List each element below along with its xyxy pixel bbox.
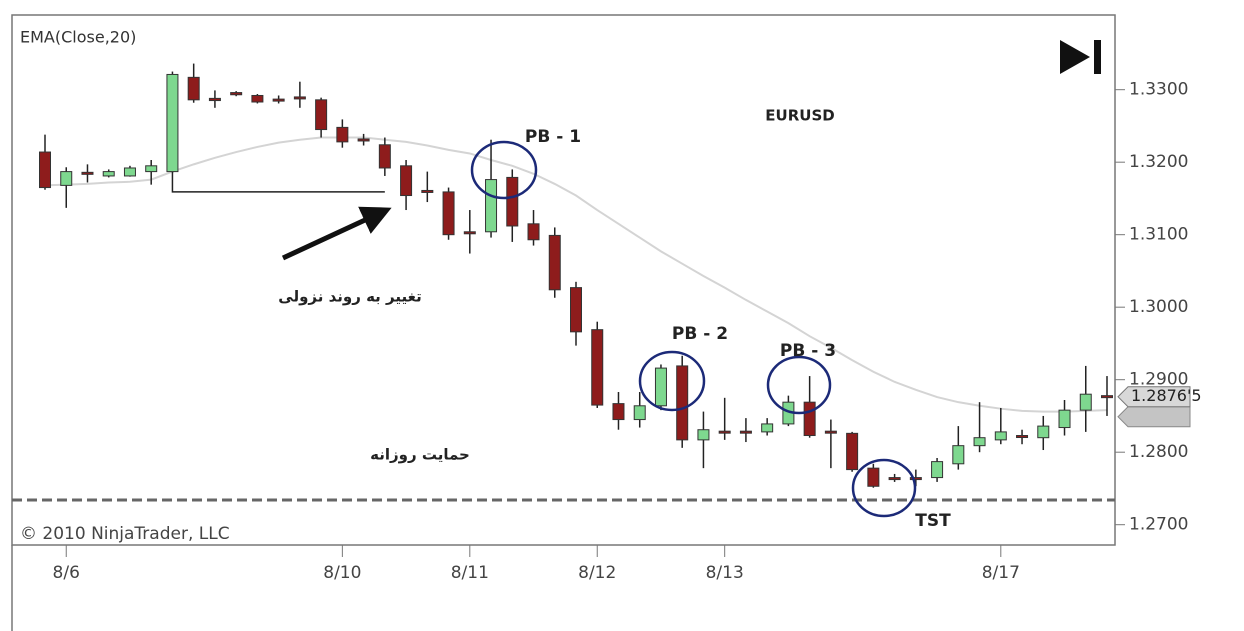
x-tick-label: 8/6 bbox=[53, 563, 80, 583]
candle-body bbox=[463, 231, 476, 235]
candle-body bbox=[824, 430, 837, 434]
circle bbox=[851, 458, 917, 518]
candle-body bbox=[187, 76, 200, 101]
candle-body bbox=[336, 126, 349, 143]
price-box bbox=[1117, 386, 1191, 408]
marks bbox=[12, 63, 1115, 502]
y-tick-label: 1.2700 bbox=[1129, 515, 1188, 535]
candle-body bbox=[421, 189, 434, 193]
candle-body bbox=[442, 191, 455, 236]
candle-body bbox=[315, 99, 328, 131]
candle-body bbox=[230, 92, 243, 96]
candle-body bbox=[145, 165, 158, 173]
candle-body bbox=[591, 329, 604, 406]
candle-body bbox=[272, 98, 285, 102]
candle-body bbox=[1101, 395, 1113, 399]
candle-body bbox=[654, 367, 667, 407]
annotation: PB - 2 bbox=[672, 324, 728, 344]
candle-body bbox=[251, 94, 264, 103]
x-tick-label: 8/10 bbox=[323, 563, 361, 583]
candle-body bbox=[81, 171, 94, 175]
candle-body bbox=[697, 429, 710, 441]
symbol: EURUSD bbox=[765, 107, 834, 125]
x-tick-label: 8/13 bbox=[706, 563, 744, 583]
circle bbox=[766, 355, 832, 415]
candle-body bbox=[570, 287, 582, 333]
y-tick-label: 1.3300 bbox=[1129, 80, 1188, 100]
circle bbox=[470, 140, 538, 200]
candle-body bbox=[39, 151, 51, 189]
y-tick-label: 1.3100 bbox=[1129, 225, 1188, 245]
candle-body bbox=[208, 97, 221, 102]
candle-body bbox=[357, 138, 370, 142]
candle-body bbox=[803, 401, 816, 437]
candle-body bbox=[761, 423, 774, 433]
annotation: PB - 3 bbox=[780, 341, 836, 361]
arrow bbox=[281, 206, 392, 261]
candle-body bbox=[973, 437, 986, 447]
annotation: PB - 1 bbox=[525, 127, 581, 147]
candle-body bbox=[1058, 409, 1071, 429]
candle-body bbox=[888, 477, 901, 481]
candle-body bbox=[739, 430, 752, 434]
y-tick-label: 1.2900 bbox=[1129, 370, 1188, 390]
candle-body bbox=[1079, 393, 1092, 411]
candle-body bbox=[485, 179, 498, 233]
candle-body bbox=[166, 73, 179, 173]
y-tick-label: 1.3000 bbox=[1129, 297, 1188, 317]
price-label: 1.2876'5 bbox=[1131, 386, 1202, 405]
annotation: تغییر به روند نزولی bbox=[278, 288, 421, 306]
candle-body bbox=[378, 144, 391, 169]
ema-line bbox=[44, 136, 1108, 413]
candle-body bbox=[867, 467, 880, 487]
y-tick-label: 1.3200 bbox=[1129, 152, 1188, 172]
candle-body bbox=[60, 171, 73, 186]
candle-body bbox=[527, 223, 540, 241]
candle-body bbox=[123, 167, 136, 177]
candle-body bbox=[548, 234, 561, 291]
candle-body bbox=[612, 403, 625, 421]
annotation: TST bbox=[915, 511, 951, 531]
candle-body bbox=[952, 445, 965, 465]
candle-body bbox=[846, 432, 859, 471]
candle-body bbox=[931, 461, 944, 479]
candle-body bbox=[400, 165, 413, 197]
y-tick-label: 1.2800 bbox=[1129, 442, 1188, 462]
candle-body bbox=[909, 477, 922, 481]
candle-body bbox=[506, 176, 519, 227]
x-tick-label: 8/12 bbox=[578, 563, 616, 583]
play-icon bbox=[1060, 40, 1101, 74]
candle-body bbox=[1016, 435, 1029, 439]
candle-body bbox=[1037, 425, 1050, 439]
candle-body bbox=[633, 405, 646, 421]
annotation: حمایت روزانه bbox=[370, 446, 470, 464]
candle-body bbox=[293, 96, 306, 100]
copyright: © 2010 NinjaTrader, LLC bbox=[20, 524, 230, 544]
candle-body bbox=[718, 430, 731, 434]
circle bbox=[638, 350, 706, 412]
candle-body bbox=[102, 171, 115, 177]
price-box bbox=[1117, 406, 1191, 428]
indicator-label: EMA(Close,20) bbox=[20, 28, 136, 47]
candle-body bbox=[994, 431, 1007, 441]
x-tick-label: 8/17 bbox=[982, 563, 1020, 583]
x-tick-label: 8/11 bbox=[451, 563, 489, 583]
candle-body bbox=[676, 365, 689, 441]
plot-frame bbox=[11, 14, 1116, 546]
